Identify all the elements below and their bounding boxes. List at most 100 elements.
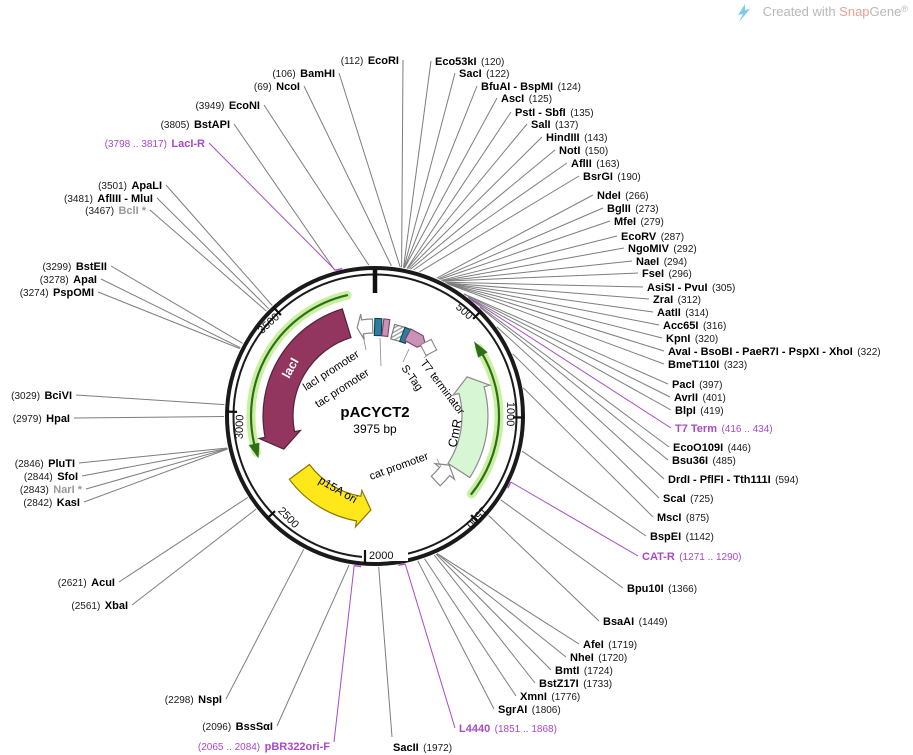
enzyme-site-label[interactable]: XmnI (1776) bbox=[520, 687, 580, 704]
site-position: (3278) bbox=[40, 275, 69, 286]
feature-label[interactable]: cat promoter bbox=[368, 450, 430, 483]
enzyme-site-label[interactable]: AscI (125) bbox=[501, 89, 552, 106]
leader-line bbox=[436, 194, 594, 279]
site-name: AatII bbox=[657, 307, 681, 319]
enzyme-site-label[interactable]: BlpI (419) bbox=[675, 401, 724, 418]
enzyme-site-label[interactable]: AvaI - BsoBI - PaeR7I - PspXI - XhoI (32… bbox=[668, 342, 881, 359]
site-name: NgoMIV bbox=[628, 243, 670, 255]
enzyme-site-label[interactable]: AvrII (401) bbox=[674, 388, 726, 405]
enzyme-site-label[interactable]: NaeI (294) bbox=[636, 252, 687, 269]
site-name: HindIII bbox=[546, 132, 580, 144]
snapgene-logo-icon bbox=[738, 4, 750, 22]
enzyme-site-label[interactable]: DrdI - PflFI - Tth111I (594) bbox=[668, 470, 799, 487]
enzyme-site-label[interactable]: (3029) BciVI bbox=[11, 386, 72, 403]
enzyme-site-label[interactable]: NotI (150) bbox=[559, 141, 608, 158]
enzyme-site-label[interactable]: Acc65I (316) bbox=[663, 316, 726, 333]
leader-line bbox=[338, 72, 401, 268]
enzyme-site-label[interactable]: NdeI (266) bbox=[597, 186, 649, 203]
enzyme-site-label[interactable]: BsaAI (1449) bbox=[603, 612, 668, 629]
enzyme-site-label[interactable]: KpnI (320) bbox=[666, 329, 718, 346]
leader-line bbox=[488, 515, 600, 622]
enzyme-site-label[interactable]: (2979) HpaI bbox=[13, 409, 70, 426]
enzyme-site-label[interactable]: EcoRV (287) bbox=[621, 227, 684, 244]
site-position: (401) bbox=[703, 393, 726, 404]
leader-line bbox=[404, 97, 498, 269]
site-name: LacI-R bbox=[171, 138, 205, 150]
enzyme-site-label[interactable]: NheI (1720) bbox=[570, 648, 627, 665]
site-name: NheI bbox=[570, 652, 594, 664]
enzyme-site-label[interactable]: SalI (137) bbox=[531, 115, 578, 132]
enzyme-site-label[interactable]: SgrAI (1806) bbox=[498, 700, 561, 717]
enzyme-site-label[interactable]: PstI - SbfI (135) bbox=[515, 103, 594, 120]
cmr-gene-arrow[interactable] bbox=[447, 376, 492, 479]
leader-line bbox=[468, 297, 672, 429]
site-name: SalI bbox=[531, 119, 551, 131]
enzyme-site-label[interactable]: BspEI (1142) bbox=[650, 527, 714, 544]
enzyme-site-label[interactable]: Eco53kI (120) bbox=[435, 52, 504, 69]
enzyme-site-label[interactable]: (2846) PluTI bbox=[15, 454, 75, 471]
site-name: BlpI bbox=[675, 405, 696, 417]
operator-box[interactable] bbox=[381, 318, 391, 338]
enzyme-site-label[interactable]: (3467) BclI * bbox=[85, 201, 147, 218]
cat-promoter-arrow[interactable] bbox=[430, 462, 456, 487]
enzyme-site-label[interactable]: (2842) KasI bbox=[23, 493, 80, 510]
enzyme-site-label[interactable]: (3805) BstAPI bbox=[161, 115, 230, 132]
enzyme-site-label[interactable]: (2621) AcuI bbox=[58, 573, 115, 590]
primer-label[interactable]: L4440 (1851 .. 1868) bbox=[459, 719, 557, 736]
enzyme-site-label[interactable]: (3299) BstEII bbox=[42, 257, 107, 274]
enzyme-site-label[interactable]: (3481) AflIII - MluI bbox=[64, 189, 153, 206]
enzyme-site-label[interactable]: BfuAI - BspMI (124) bbox=[481, 77, 581, 94]
enzyme-site-label[interactable]: BmtI (1724) bbox=[555, 661, 613, 678]
site-position: (1972) bbox=[423, 743, 452, 754]
enzyme-site-label[interactable]: Bpu10I (1366) bbox=[627, 579, 697, 596]
laci-promoter-arrow[interactable] bbox=[356, 313, 374, 341]
enzyme-site-label[interactable]: (2298) NspI bbox=[165, 690, 222, 707]
p15a-ori-arrow[interactable] bbox=[288, 463, 372, 529]
site-position: (3299) bbox=[42, 262, 71, 273]
primer-label[interactable]: CAT-R (1271 .. 1290) bbox=[642, 547, 742, 564]
plasmid-ring-outer bbox=[225, 266, 525, 566]
site-name: Acc65I bbox=[663, 320, 698, 332]
enzyme-site-label[interactable]: MfeI (279) bbox=[614, 212, 664, 229]
enzyme-site-label[interactable]: ScaI (725) bbox=[663, 489, 713, 506]
primer-label[interactable]: T7 Term (416 .. 434) bbox=[675, 419, 773, 436]
enzyme-site-label[interactable]: (69) NcoI bbox=[254, 77, 300, 94]
enzyme-site-label[interactable]: BstZ17I (1733) bbox=[539, 674, 612, 691]
primer-label[interactable]: (3798 .. 3817) LacI-R bbox=[105, 134, 205, 151]
t7-terminator-diamond[interactable] bbox=[419, 338, 438, 357]
enzyme-site-label[interactable]: AsiSI - PvuI (305) bbox=[647, 278, 735, 295]
enzyme-site-label[interactable]: AatII (314) bbox=[657, 303, 709, 320]
enzyme-site-label[interactable]: EcoO109I (446) bbox=[673, 438, 751, 455]
enzyme-site-label[interactable]: SacI (122) bbox=[459, 64, 509, 81]
plasmid-size: 3975 bp bbox=[353, 422, 397, 436]
tac-promoter-box[interactable] bbox=[373, 317, 383, 337]
enzyme-site-label[interactable]: (112) EcoRI bbox=[341, 51, 399, 68]
enzyme-site-label[interactable]: AfeI (1719) bbox=[583, 635, 637, 652]
enzyme-site-label[interactable]: (3274) PspOMI bbox=[20, 283, 94, 300]
enzyme-site-label[interactable]: BsrGI (190) bbox=[583, 167, 641, 184]
primer-label[interactable]: (2065 .. 2084) pBR322ori-F bbox=[198, 737, 330, 754]
enzyme-site-label[interactable]: PacI (397) bbox=[672, 375, 722, 392]
site-name: BamHI bbox=[300, 68, 335, 80]
laci-gene-arrow[interactable] bbox=[257, 308, 352, 450]
enzyme-site-label[interactable]: FseI (296) bbox=[642, 264, 692, 281]
enzyme-site-label[interactable]: ZraI (312) bbox=[653, 290, 701, 307]
enzyme-site-label[interactable]: MscI (875) bbox=[657, 508, 709, 525]
enzyme-site-label[interactable]: (3278) ApaI bbox=[40, 270, 97, 287]
enzyme-site-label[interactable]: (2843) NarI * bbox=[20, 480, 83, 497]
enzyme-site-label[interactable]: BglII (273) bbox=[607, 199, 659, 216]
enzyme-site-label[interactable]: (2844) SfoI bbox=[24, 467, 78, 484]
enzyme-site-label[interactable]: BmeT110I (323) bbox=[668, 355, 747, 372]
enzyme-site-label[interactable]: (3949) EcoNI bbox=[195, 96, 260, 113]
enzyme-site-label[interactable]: (106) BamHI bbox=[272, 64, 335, 81]
enzyme-site-label[interactable]: (2096) BssSαI bbox=[202, 717, 273, 734]
enzyme-site-label[interactable]: NgoMIV (292) bbox=[628, 239, 697, 256]
enzyme-site-label[interactable]: (2561) XbaI bbox=[71, 596, 128, 613]
enzyme-site-label[interactable]: (3501) ApaLI bbox=[98, 176, 162, 193]
enzyme-site-label[interactable]: SacII (1972) bbox=[393, 738, 452, 755]
enzyme-site-label[interactable]: HindIII (143) bbox=[546, 128, 607, 145]
feature-label[interactable]: CmR bbox=[445, 418, 464, 449]
site-position: (3029) bbox=[11, 391, 40, 402]
enzyme-site-label[interactable]: Bsu36I (485) bbox=[672, 451, 736, 468]
enzyme-site-label[interactable]: AflII (163) bbox=[571, 154, 620, 171]
